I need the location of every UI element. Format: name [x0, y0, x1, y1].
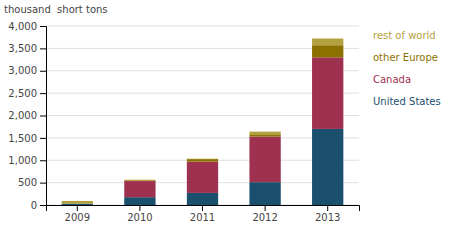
bar: [124, 197, 155, 205]
x-tick-label: 2011: [190, 212, 215, 223]
series: [62, 39, 344, 204]
bar: [249, 182, 280, 205]
x-axis: 2009 2010 2011 2012 2013: [47, 205, 360, 223]
y-tick: 4,000: [8, 21, 46, 32]
x-tick-mark: [77, 205, 78, 211]
y-tick-mark: [40, 93, 46, 94]
legend-entry: Canada: [373, 74, 411, 85]
bar: [124, 180, 155, 181]
y-tick-label: 3,500: [8, 43, 37, 54]
y-tick-label: 4,000: [8, 21, 37, 32]
y-tick-mark: [40, 71, 46, 72]
y-axis-line: [40, 27, 47, 206]
x-tick-mark: [327, 205, 328, 211]
series: [62, 129, 344, 205]
x-tick-label: 2013: [315, 212, 340, 223]
y-tick: 2,500: [8, 88, 46, 99]
x-tick: 2009: [65, 205, 90, 223]
bar: [187, 158, 218, 159]
legend-entry: other Europe: [373, 52, 438, 63]
x-tick: 2010: [127, 205, 152, 223]
bar: [187, 193, 218, 205]
y-tick-mark: [40, 183, 46, 184]
y-axis-title: thousand short tons: [4, 4, 108, 15]
bar: [312, 129, 343, 205]
bar: [124, 181, 155, 197]
y-axis: 0 500 1,000 1,500 2,000 2,500 3,000 3,500 4,000: [8, 21, 46, 211]
y-tick: 3,000: [8, 65, 46, 76]
y-tick-label: 3,000: [8, 65, 37, 76]
y-tick-label: 1,500: [8, 133, 37, 144]
y-tick: 1,500: [8, 133, 46, 144]
legend-entry: rest of world: [373, 30, 436, 41]
y-tick-label: 1,000: [8, 155, 37, 166]
bar: [312, 57, 343, 129]
y-tick-mark: [40, 138, 46, 139]
x-tick-label: 2010: [127, 212, 152, 223]
y-tick-mark: [40, 205, 46, 206]
y-tick: 500: [18, 177, 46, 188]
y-tick-label: 0: [31, 200, 37, 211]
bar: [187, 162, 218, 193]
bar: [312, 45, 343, 57]
bar: [62, 204, 93, 205]
y-tick-mark: [40, 26, 46, 27]
grid: [46, 26, 359, 205]
y-tick: 3,500: [8, 43, 46, 54]
bar: [249, 137, 280, 183]
x-tick-label: 2009: [65, 212, 90, 223]
bar: [187, 159, 218, 161]
bars: [62, 39, 344, 205]
y-tick-mark: [40, 48, 46, 49]
y-tick-mark: [40, 160, 46, 161]
legend: rest of world other Europe Canada United St…: [373, 30, 441, 107]
bar: [312, 39, 343, 46]
y-tick-label: 2,000: [8, 110, 37, 121]
x-tick: 2012: [252, 205, 277, 223]
x-tick: 2013: [315, 205, 340, 223]
y-tick-label: 500: [18, 177, 37, 188]
grid-line: [46, 26, 359, 27]
x-tick-mark: [265, 205, 266, 211]
series: [187, 45, 343, 161]
x-axis-line: [47, 206, 360, 212]
bar: [249, 134, 280, 136]
bar: [62, 201, 93, 204]
y-tick-label: 2,500: [8, 88, 37, 99]
y-tick: 2,000: [8, 110, 46, 121]
legend-entry: United States: [373, 96, 441, 107]
x-tick-mark: [139, 205, 140, 211]
bar: [249, 132, 280, 135]
y-tick-mark: [40, 116, 46, 117]
x-tick: 2011: [190, 205, 215, 223]
y-tick: 0: [31, 200, 46, 211]
chart: 0 500 1,000 1,500 2,000 2,500 3,000 3,500 4,000 2…: [0, 0, 459, 229]
series: [124, 57, 343, 197]
bar: [124, 181, 155, 182]
plot: 0 500 1,000 1,500 2,000 2,500 3,000 3,500 4,000 2…: [8, 21, 359, 223]
x-tick-mark: [202, 205, 203, 211]
x-tick-label: 2012: [252, 212, 277, 223]
y-tick: 1,000: [8, 155, 46, 166]
